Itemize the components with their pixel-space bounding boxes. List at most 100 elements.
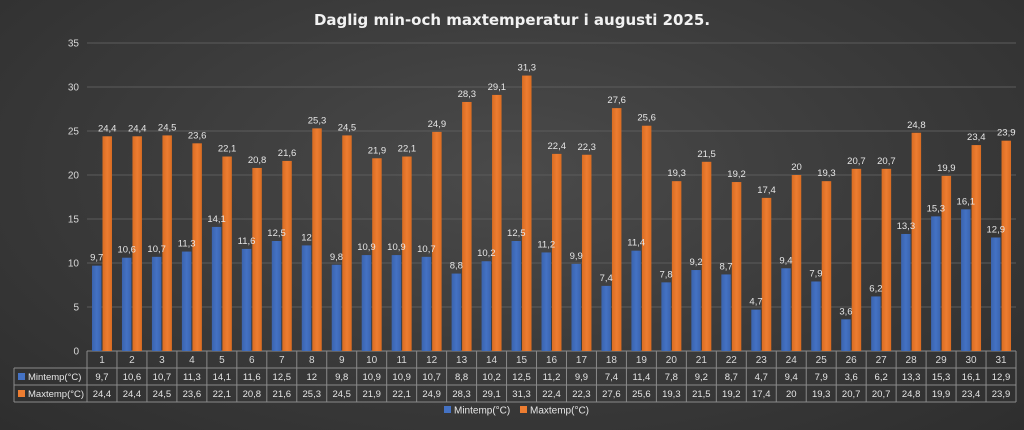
bar-max bbox=[192, 143, 202, 351]
table-key-max bbox=[18, 390, 25, 397]
bar-max bbox=[222, 156, 232, 351]
bar-min bbox=[721, 274, 731, 351]
x-tick-label: 3 bbox=[159, 355, 165, 366]
data-label-max: 31,3 bbox=[518, 63, 537, 74]
data-label-min: 11,3 bbox=[178, 239, 196, 250]
x-tick-label: 19 bbox=[636, 355, 648, 366]
bar-min bbox=[361, 255, 372, 351]
bar-min bbox=[901, 233, 911, 351]
data-label-min: 8,7 bbox=[719, 261, 732, 272]
data-label-max: 20,8 bbox=[248, 155, 267, 166]
bar-min bbox=[391, 255, 402, 351]
bar-max bbox=[432, 131, 442, 351]
bar-max bbox=[1001, 140, 1012, 351]
bar-max bbox=[971, 145, 982, 351]
data-label-min: 3,6 bbox=[839, 306, 852, 317]
data-label-max: 22,4 bbox=[548, 141, 567, 152]
x-tick-label: 10 bbox=[366, 355, 378, 366]
table-cell-min: 4,7 bbox=[755, 372, 768, 383]
bar-max bbox=[552, 153, 562, 351]
table-cell-min: 16,1 bbox=[962, 372, 981, 383]
table-cell-max: 27,6 bbox=[602, 389, 621, 400]
x-tick-label: 21 bbox=[696, 355, 708, 366]
table-cell-max: 21,6 bbox=[273, 389, 292, 400]
data-label-min: 4,7 bbox=[749, 297, 762, 308]
bar-max bbox=[372, 158, 382, 351]
table-cell-max: 24,4 bbox=[123, 389, 142, 400]
data-label-max: 20,7 bbox=[847, 156, 866, 167]
bar-min bbox=[691, 270, 701, 351]
x-tick-label: 6 bbox=[249, 355, 255, 366]
bar-min bbox=[151, 256, 162, 351]
data-label-min: 8,8 bbox=[450, 261, 463, 272]
y-tick-label: 25 bbox=[68, 127, 80, 138]
data-label-min: 9,8 bbox=[330, 252, 343, 263]
bar-max bbox=[701, 161, 712, 351]
x-tick-label: 15 bbox=[516, 355, 528, 366]
table-cell-min: 11,3 bbox=[183, 372, 201, 383]
data-label-min: 14,1 bbox=[207, 214, 226, 225]
bar-max bbox=[402, 156, 412, 351]
data-label-min: 10,6 bbox=[117, 245, 136, 256]
bar-min bbox=[931, 216, 941, 351]
bar-min bbox=[961, 209, 971, 351]
data-label-min: 12 bbox=[301, 232, 312, 243]
bar-min bbox=[631, 250, 641, 351]
x-tick-label: 17 bbox=[576, 355, 588, 366]
bar-max bbox=[162, 135, 172, 351]
data-label-max: 21,6 bbox=[278, 148, 297, 159]
data-label-max: 19,2 bbox=[727, 169, 746, 180]
data-label-min: 7,4 bbox=[600, 273, 613, 284]
x-tick-label: 25 bbox=[816, 355, 828, 366]
x-tick-label: 31 bbox=[995, 355, 1007, 366]
table-cell-max: 28,3 bbox=[452, 389, 471, 400]
bar-max bbox=[881, 168, 892, 351]
table-cell-min: 15,3 bbox=[932, 372, 951, 383]
data-label-max: 29,1 bbox=[488, 82, 507, 93]
table-cell-min: 9,8 bbox=[335, 372, 348, 383]
table-cell-max: 17,4 bbox=[752, 389, 771, 400]
table-cell-max: 24,9 bbox=[422, 389, 441, 400]
x-tick-label: 20 bbox=[666, 355, 678, 366]
bar-min bbox=[781, 268, 791, 351]
data-label-max: 27,6 bbox=[607, 95, 626, 106]
data-label-max: 25,3 bbox=[308, 115, 327, 126]
bar-max bbox=[941, 175, 952, 351]
table-cell-max: 22,4 bbox=[542, 389, 561, 400]
data-label-min: 12,5 bbox=[507, 228, 526, 239]
table-cell-max: 25,3 bbox=[303, 389, 322, 400]
data-label-min: 9,7 bbox=[90, 253, 103, 264]
data-label-min: 10,7 bbox=[147, 244, 166, 255]
bar-max bbox=[282, 160, 292, 351]
data-label-min: 11,4 bbox=[627, 238, 645, 249]
table-cell-max: 19,3 bbox=[812, 389, 831, 400]
bar-min bbox=[571, 263, 581, 351]
bar-min bbox=[301, 245, 312, 351]
bar-max bbox=[462, 101, 472, 352]
bar-min bbox=[871, 296, 881, 351]
table-cell-max: 29,1 bbox=[482, 389, 501, 400]
bar-max bbox=[641, 125, 652, 351]
data-label-min: 11,2 bbox=[537, 239, 555, 250]
bar-min bbox=[121, 257, 132, 351]
data-label-min: 12,5 bbox=[267, 228, 286, 239]
x-tick-label: 11 bbox=[396, 355, 407, 366]
y-tick-label: 0 bbox=[73, 347, 79, 358]
bar-min bbox=[541, 252, 551, 351]
table-cell-max: 31,3 bbox=[512, 389, 531, 400]
data-label-max: 22,1 bbox=[218, 144, 237, 155]
data-label-min: 16,1 bbox=[957, 196, 976, 207]
bar-max bbox=[671, 181, 682, 351]
x-tick-label: 7 bbox=[279, 355, 285, 366]
bar-max bbox=[342, 135, 352, 351]
x-tick-label: 16 bbox=[546, 355, 558, 366]
bar-min bbox=[991, 237, 1001, 351]
table-cell-max: 20 bbox=[786, 389, 797, 400]
table-cell-max: 19,3 bbox=[662, 389, 681, 400]
x-tick-label: 14 bbox=[486, 355, 498, 366]
table-cell-max: 25,6 bbox=[632, 389, 651, 400]
table-cell-min: 12,9 bbox=[992, 372, 1011, 383]
table-cell-max: 24,5 bbox=[332, 389, 351, 400]
data-label-max: 24,9 bbox=[428, 119, 447, 130]
bar-max bbox=[821, 181, 832, 351]
